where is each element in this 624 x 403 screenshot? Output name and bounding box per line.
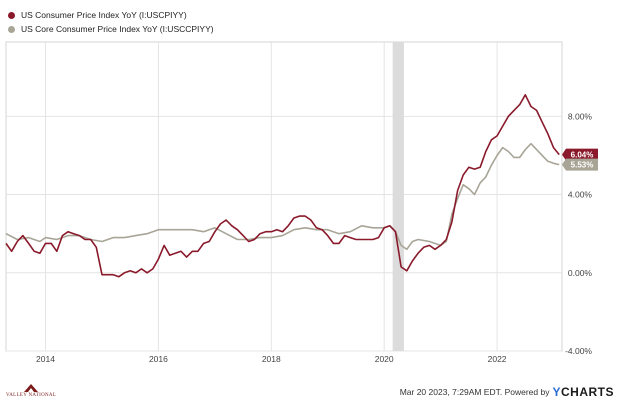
end-label-core-cpi: 5.53% — [562, 158, 598, 171]
end-label-box — [566, 148, 598, 161]
end-label-box — [566, 158, 598, 171]
x-tick-label: 2016 — [149, 354, 168, 364]
legend-dot-core-cpi — [8, 25, 15, 33]
end-label-text: 5.53% — [571, 161, 594, 170]
logo-mark-icon — [24, 384, 39, 392]
end-value-labels: 6.04%5.53% — [562, 148, 598, 171]
y-tick-label: 8.00% — [568, 111, 593, 121]
x-tick-label: 2020 — [375, 354, 394, 364]
grid-lines — [5, 41, 563, 352]
logo-text: VALLEY NATIONAL — [6, 393, 57, 398]
legend-item-core-cpi[interactable]: US Core Consumer Price Index YoY (I:USCC… — [8, 22, 214, 36]
legend-label-core-cpi: US Core Consumer Price Index YoY (I:USCC… — [21, 24, 214, 34]
series-line-core-cpi[interactable] — [5, 142, 560, 251]
ycharts-brand-y: Y — [552, 385, 561, 399]
series-line-cpi[interactable] — [5, 94, 560, 278]
end-label-arrow — [562, 158, 566, 171]
end-label-arrow — [562, 148, 566, 161]
ycharts-brand-rest: CHARTS — [561, 385, 614, 399]
end-label-cpi: 6.04% — [562, 148, 598, 161]
series-lines — [5, 94, 560, 278]
legend-label-cpi: US Consumer Price Index YoY (I:USCPIYY) — [21, 10, 187, 20]
end-label-text: 6.04% — [571, 151, 594, 160]
x-tick-label: 2022 — [488, 354, 507, 364]
legend-dot-cpi — [8, 11, 15, 19]
y-tick-label: 0.00% — [568, 268, 593, 278]
y-tick-label: 4.00% — [568, 190, 593, 200]
y-axis-ticks: 8.00% 4.00% 0.00% -4.00% — [565, 111, 592, 356]
recession-shade — [392, 42, 404, 351]
x-tick-label: 2018 — [262, 354, 281, 364]
x-axis-ticks: 2014 2016 2018 2020 2022 — [36, 354, 507, 364]
footer-timestamp: Mar 20 2023, 7:29AM EDT. Powered by — [399, 387, 550, 397]
ycharts-brand[interactable]: YCHARTS — [552, 385, 614, 399]
recession-shade-layer — [392, 42, 404, 351]
valley-national-logo: VALLEY NATIONAL — [6, 383, 56, 398]
x-tick-label: 2014 — [36, 354, 55, 364]
y-tick-label: -4.00% — [565, 346, 592, 356]
footer-attribution: Mar 20 2023, 7:29AM EDT. Powered by YCHA… — [400, 385, 614, 399]
legend-item-cpi[interactable]: US Consumer Price Index YoY (I:USCPIYY) — [8, 8, 214, 22]
plot-frame — [5, 41, 563, 352]
chart-legend: US Consumer Price Index YoY (I:USCPIYY) … — [8, 8, 214, 36]
